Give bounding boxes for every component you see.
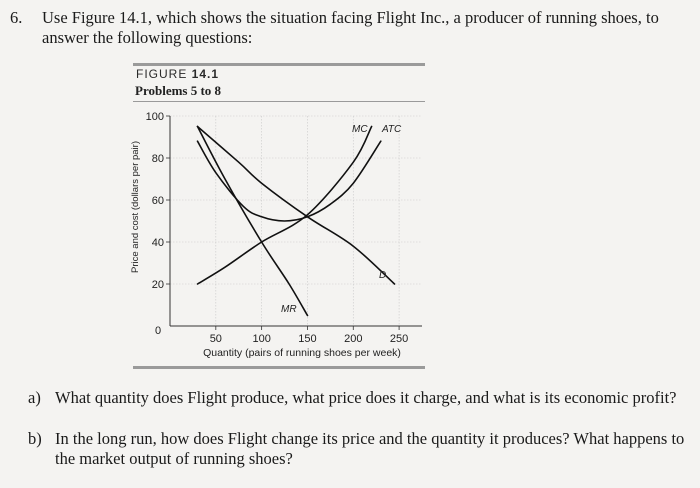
question-stem: Use Figure 14.1, which shows the situati… bbox=[42, 8, 659, 47]
y-axis-title: Price and cost (dollars per pair) bbox=[130, 141, 141, 273]
question-b-label: b) bbox=[28, 429, 42, 448]
x-axis-title: Quantity (pairs of running shoes per wee… bbox=[203, 347, 401, 359]
chart: 0 20 40 60 80 100 50 100 150 200 250 Price and cost… bbox=[130, 111, 422, 359]
y-tick-label-1: 20 bbox=[152, 279, 164, 291]
question-a-label: a) bbox=[28, 388, 41, 407]
figure-label-number: 14.1 bbox=[191, 67, 220, 81]
y-tick-label-2: 40 bbox=[152, 237, 164, 249]
series-label-mr: MR bbox=[281, 304, 297, 315]
figure-top-rule bbox=[133, 63, 425, 66]
question-b-text: In the long run, how does Flight change … bbox=[55, 429, 685, 468]
figure-bottom-rule bbox=[133, 366, 425, 369]
y-tick-label-5: 100 bbox=[146, 111, 164, 123]
figure-subtitle: Problems 5 to 8 bbox=[135, 83, 222, 98]
x-tick-label-0: 50 bbox=[210, 333, 222, 345]
series-label-atc: ATC bbox=[381, 124, 402, 135]
x-tick-label-1: 100 bbox=[252, 333, 270, 345]
x-tick-label-4: 250 bbox=[390, 333, 408, 345]
y-tick-label-3: 60 bbox=[152, 195, 164, 207]
question-number: 6. bbox=[10, 8, 23, 27]
figure-label: FIGURE 14.1 bbox=[136, 67, 219, 81]
x-tick-label-2: 150 bbox=[298, 333, 316, 345]
question-a-text: What quantity does Flight produce, what … bbox=[55, 388, 677, 407]
series-line-mr bbox=[196, 125, 309, 317]
x-tick-label-3: 200 bbox=[344, 333, 362, 345]
y-tick-label-4: 80 bbox=[152, 153, 164, 165]
y-tick-label-0: 0 bbox=[155, 325, 161, 337]
figure-label-prefix: FIGURE bbox=[136, 67, 192, 81]
series-line-atc bbox=[196, 140, 382, 222]
figure-divider-rule bbox=[133, 101, 425, 102]
series-line-d bbox=[196, 125, 396, 285]
series-label-mc: MC bbox=[352, 124, 368, 135]
series-label-d: D bbox=[379, 270, 386, 281]
series-line-mc bbox=[196, 125, 373, 285]
